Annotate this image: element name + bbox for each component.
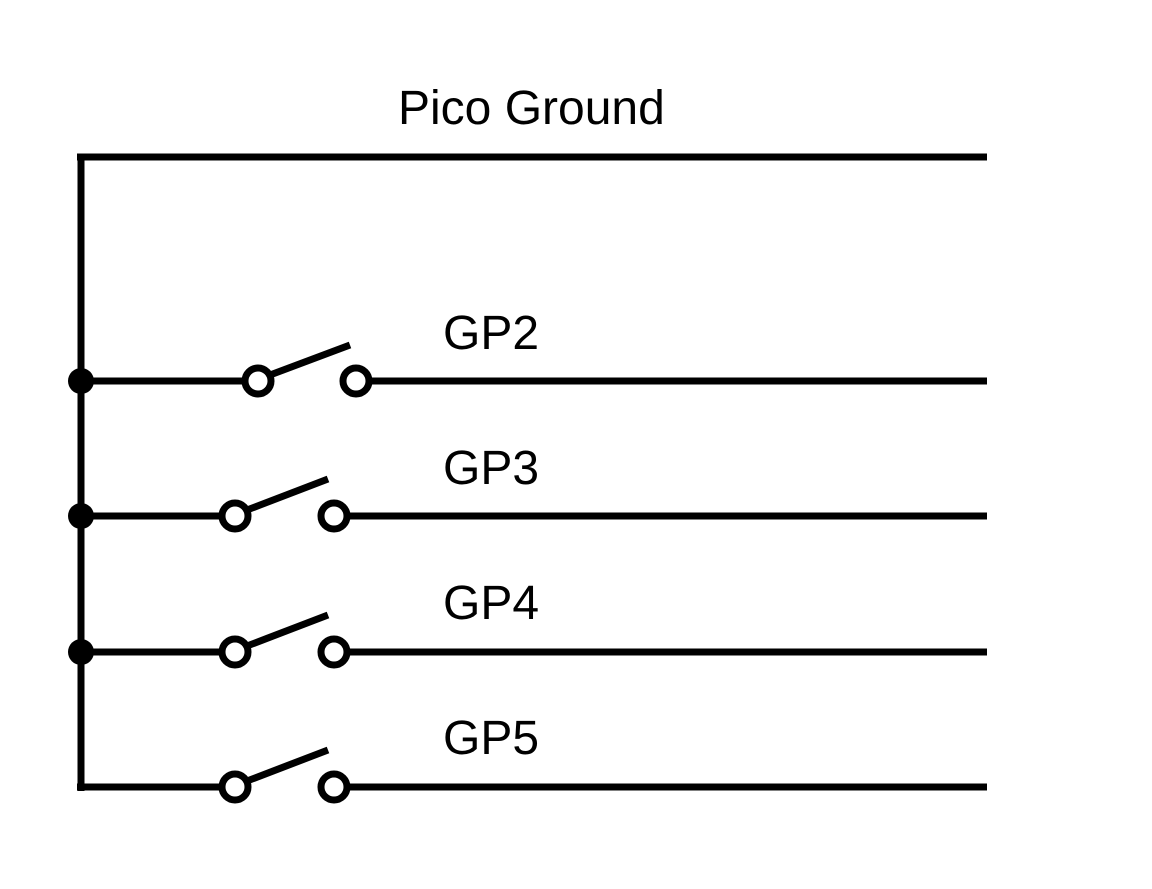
gp2-switch-terminal-right [339, 364, 373, 398]
gp4-junction-dot [68, 639, 94, 665]
gp2-switch-lever [268, 341, 352, 379]
gp2-switch-terminal-left [241, 364, 275, 398]
branch-gp3: GP3 [68, 442, 987, 533]
branch-gp4: GP4 [68, 577, 987, 669]
gp3-switch-lever [245, 475, 330, 514]
gp4-switch-terminal-right [317, 635, 351, 669]
branch-gp5: GP5 [77, 712, 987, 804]
gp3-switch-terminal-left [218, 499, 252, 533]
gp2-junction-dot [68, 368, 94, 394]
gp2-label: GP2 [443, 307, 539, 360]
branch-gp2: GP2 [68, 307, 987, 398]
gp3-label: GP3 [443, 442, 539, 495]
gp3-switch-terminal-right [317, 499, 351, 533]
gp4-switch-terminal-left [218, 635, 252, 669]
gp5-switch-lever [245, 746, 330, 785]
gp5-switch-terminal-left [218, 770, 252, 804]
ground-label: Pico Ground [398, 82, 665, 135]
gp4-switch-lever [245, 611, 330, 650]
gp3-junction-dot [68, 503, 94, 529]
gp4-label: GP4 [443, 577, 539, 630]
gp5-switch-terminal-right [317, 770, 351, 804]
gp5-label: GP5 [443, 712, 539, 765]
